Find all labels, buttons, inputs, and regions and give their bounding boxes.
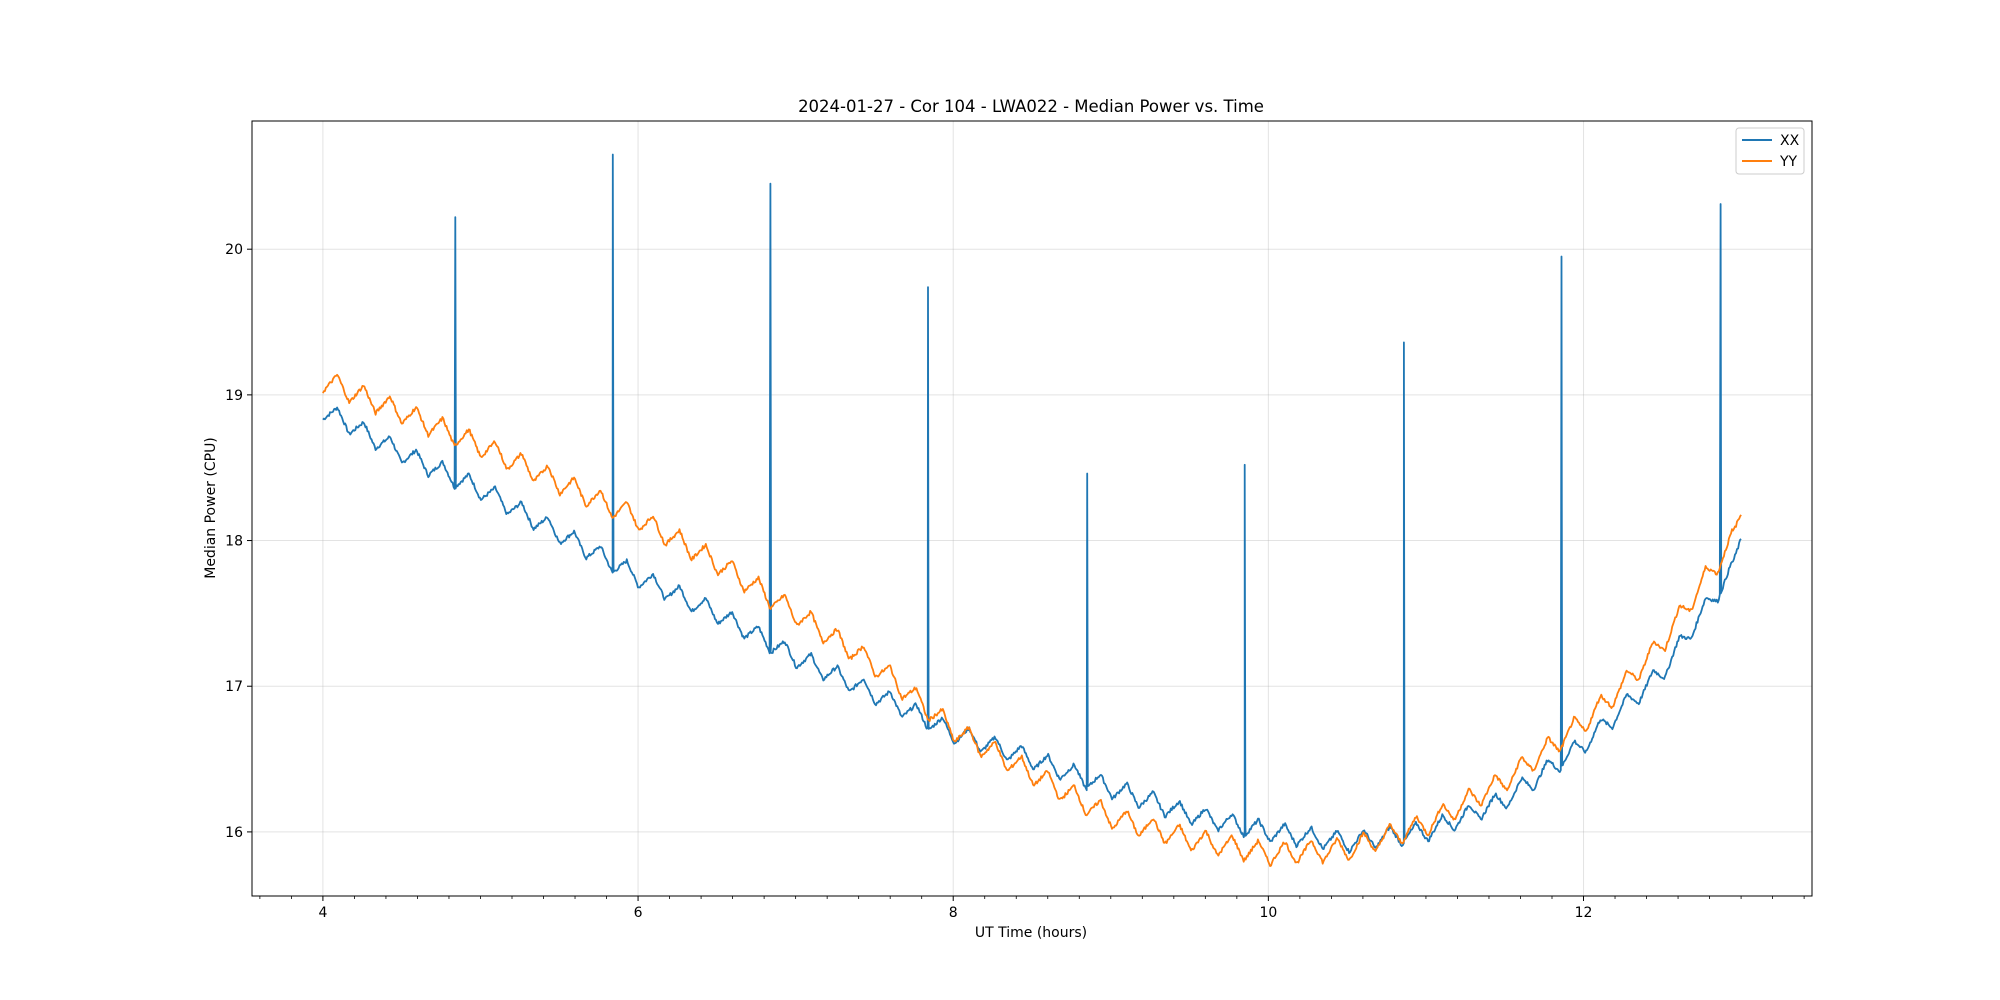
plot-frame <box>251 120 1813 897</box>
x-tick-label: 8 <box>949 905 958 921</box>
y-tick-label: 19 <box>225 388 243 404</box>
y-axis: 16 17 18 19 20 <box>225 242 252 841</box>
y-tick-label: 17 <box>225 679 243 695</box>
x-tick-label: 10 <box>1259 905 1277 921</box>
y-tick-label: 16 <box>225 825 243 841</box>
series-layer <box>322 153 1742 867</box>
x-axis: 4 6 8 10 12 <box>259 896 1805 921</box>
grid <box>252 121 1812 896</box>
chart-title: 2024-01-27 - Cor 104 - LWA022 - Median P… <box>798 97 1264 116</box>
legend: XX YY <box>1735 127 1805 175</box>
x-tick-label: 4 <box>318 905 327 921</box>
x-tick-label: 6 <box>634 905 643 921</box>
y-axis-label: Median Power (CPU) <box>203 437 219 579</box>
y-tick-label: 18 <box>225 534 243 550</box>
x-tick-label: 12 <box>1575 905 1593 921</box>
legend-label-xx: XX <box>1780 133 1800 149</box>
series-line-xx <box>322 153 1742 855</box>
legend-label-yy: YY <box>1779 154 1798 170</box>
series-line-yy <box>322 373 1742 867</box>
y-tick-label: 20 <box>225 242 243 258</box>
x-axis-label: UT Time (hours) <box>975 925 1087 941</box>
